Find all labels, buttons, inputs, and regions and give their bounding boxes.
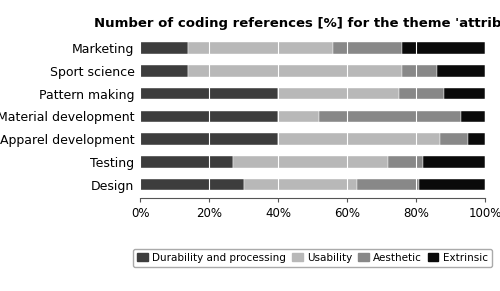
Bar <box>278 111 320 122</box>
Bar <box>233 156 388 168</box>
Bar <box>140 65 188 77</box>
Title: Number of coding references [%] for the theme 'attribute': Number of coding references [%] for the … <box>94 17 500 30</box>
Bar <box>320 111 461 122</box>
Bar <box>278 88 399 99</box>
Bar <box>140 134 278 145</box>
Legend: Durability and processing, Usability, Aesthetic, Extrinsic: Durability and processing, Usability, Ae… <box>134 249 492 267</box>
Bar <box>358 179 420 191</box>
Bar <box>188 42 333 54</box>
Bar <box>278 134 440 145</box>
Bar <box>333 42 402 54</box>
Bar <box>444 88 485 99</box>
Bar <box>440 134 468 145</box>
Bar <box>402 65 436 77</box>
Bar <box>423 156 485 168</box>
Bar <box>188 65 402 77</box>
Bar <box>244 179 358 191</box>
Bar <box>399 88 444 99</box>
Bar <box>140 42 188 54</box>
Bar <box>436 65 485 77</box>
Bar <box>140 88 278 99</box>
Bar <box>402 42 485 54</box>
Bar <box>461 111 485 122</box>
Bar <box>420 179 485 191</box>
Bar <box>140 179 244 191</box>
Bar <box>140 156 233 168</box>
Bar <box>140 111 278 122</box>
Bar <box>468 134 485 145</box>
Bar <box>388 156 423 168</box>
